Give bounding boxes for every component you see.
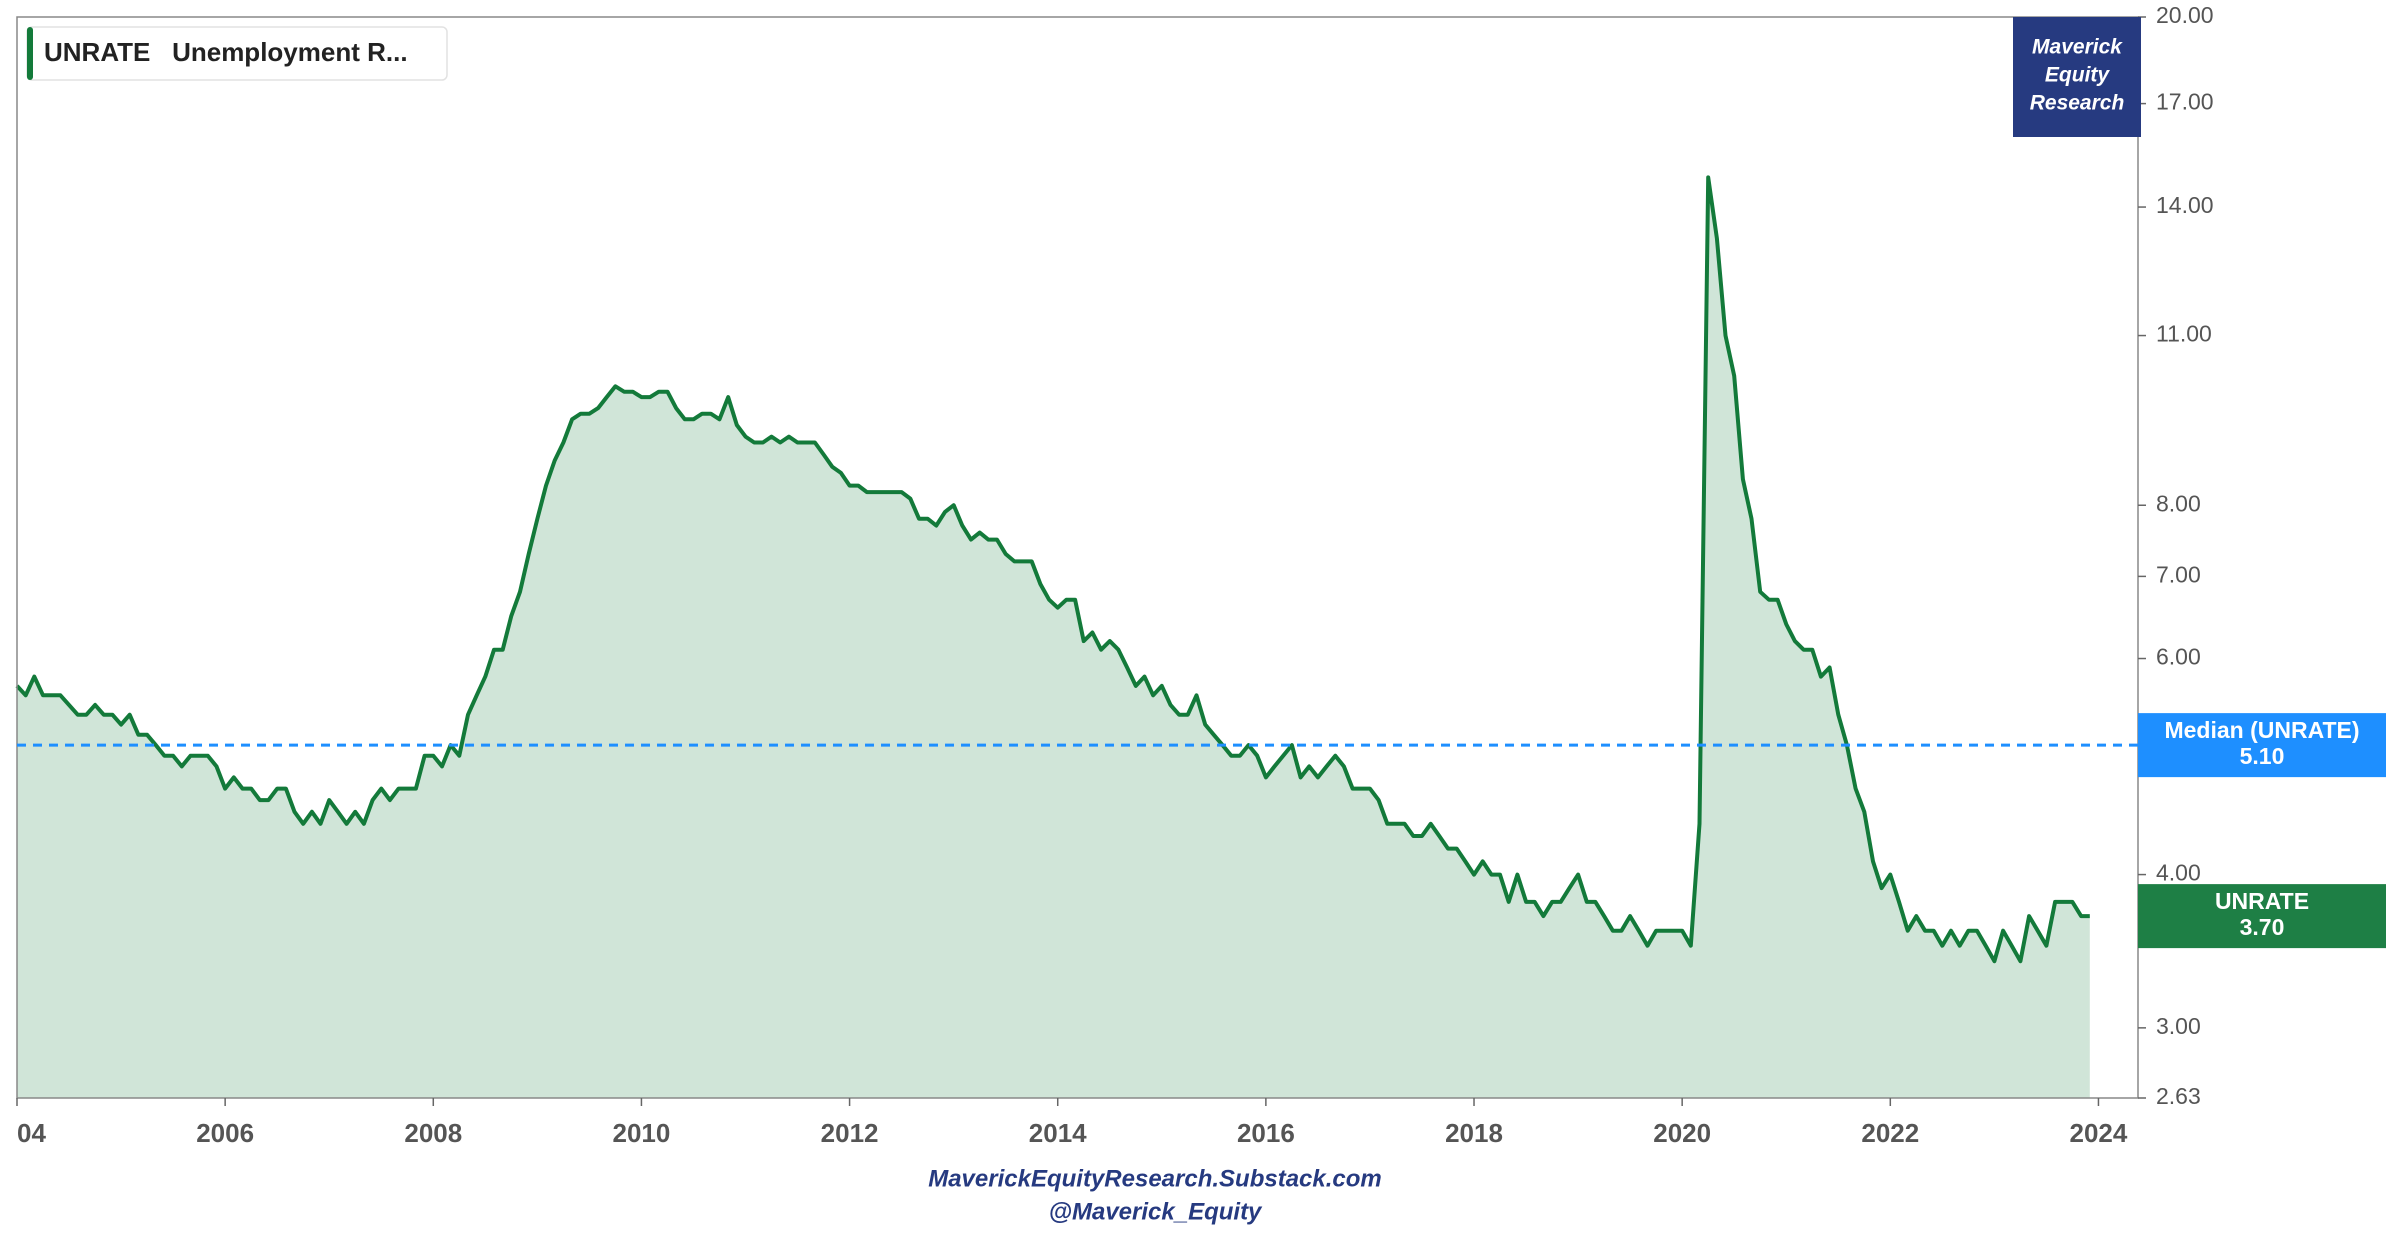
x-tick-label: 04 <box>17 1118 46 1148</box>
y-tick-label: 11.00 <box>2156 321 2212 347</box>
y-tick-label: 14.00 <box>2156 192 2214 218</box>
x-tick-label: 2022 <box>1861 1118 1919 1148</box>
x-tick-label: 2024 <box>2070 1118 2128 1148</box>
last-value-label: 3.70 <box>2240 914 2285 940</box>
x-tick-label: 2012 <box>821 1118 879 1148</box>
watermark-text: Maverick <box>2032 36 2123 59</box>
watermark-text: Research <box>2030 92 2125 115</box>
footer-text: MaverickEquityResearch.Substack.com <box>928 1165 1382 1192</box>
x-tick-label: 2016 <box>1237 1118 1295 1148</box>
median-label: 5.10 <box>2240 743 2285 769</box>
y-tick-label: 7.00 <box>2156 561 2201 587</box>
chart: 2.633.004.005.006.007.008.0011.0014.0017… <box>0 0 2400 1240</box>
watermark-text: Equity <box>2045 64 2110 87</box>
x-tick-label: 2010 <box>613 1118 671 1148</box>
legend-text: UNRATE Unemployment R... <box>44 37 408 67</box>
y-tick-label: 17.00 <box>2156 89 2214 115</box>
y-tick-label: 8.00 <box>2156 490 2201 516</box>
x-tick-label: 2018 <box>1445 1118 1503 1148</box>
x-tick-label: 2008 <box>404 1118 462 1148</box>
median-name: Median (UNRATE) <box>2164 717 2359 743</box>
y-tick-label: 6.00 <box>2156 644 2201 670</box>
last-value-name: UNRATE <box>2215 888 2309 914</box>
x-tick-label: 2020 <box>1653 1118 1711 1148</box>
y-tick-label: 20.00 <box>2156 2 2214 28</box>
footer-text: @Maverick_Equity <box>1049 1198 1263 1225</box>
y-tick-label: 4.00 <box>2156 860 2201 886</box>
legend-swatch <box>27 27 33 80</box>
x-tick-label: 2014 <box>1029 1118 1087 1148</box>
page: 2.633.004.005.006.007.008.0011.0014.0017… <box>0 0 2400 1240</box>
area <box>17 177 2090 1098</box>
x-tick-label: 2006 <box>196 1118 254 1148</box>
y-tick-label: 2.63 <box>2156 1083 2201 1109</box>
y-tick-label: 3.00 <box>2156 1013 2201 1039</box>
